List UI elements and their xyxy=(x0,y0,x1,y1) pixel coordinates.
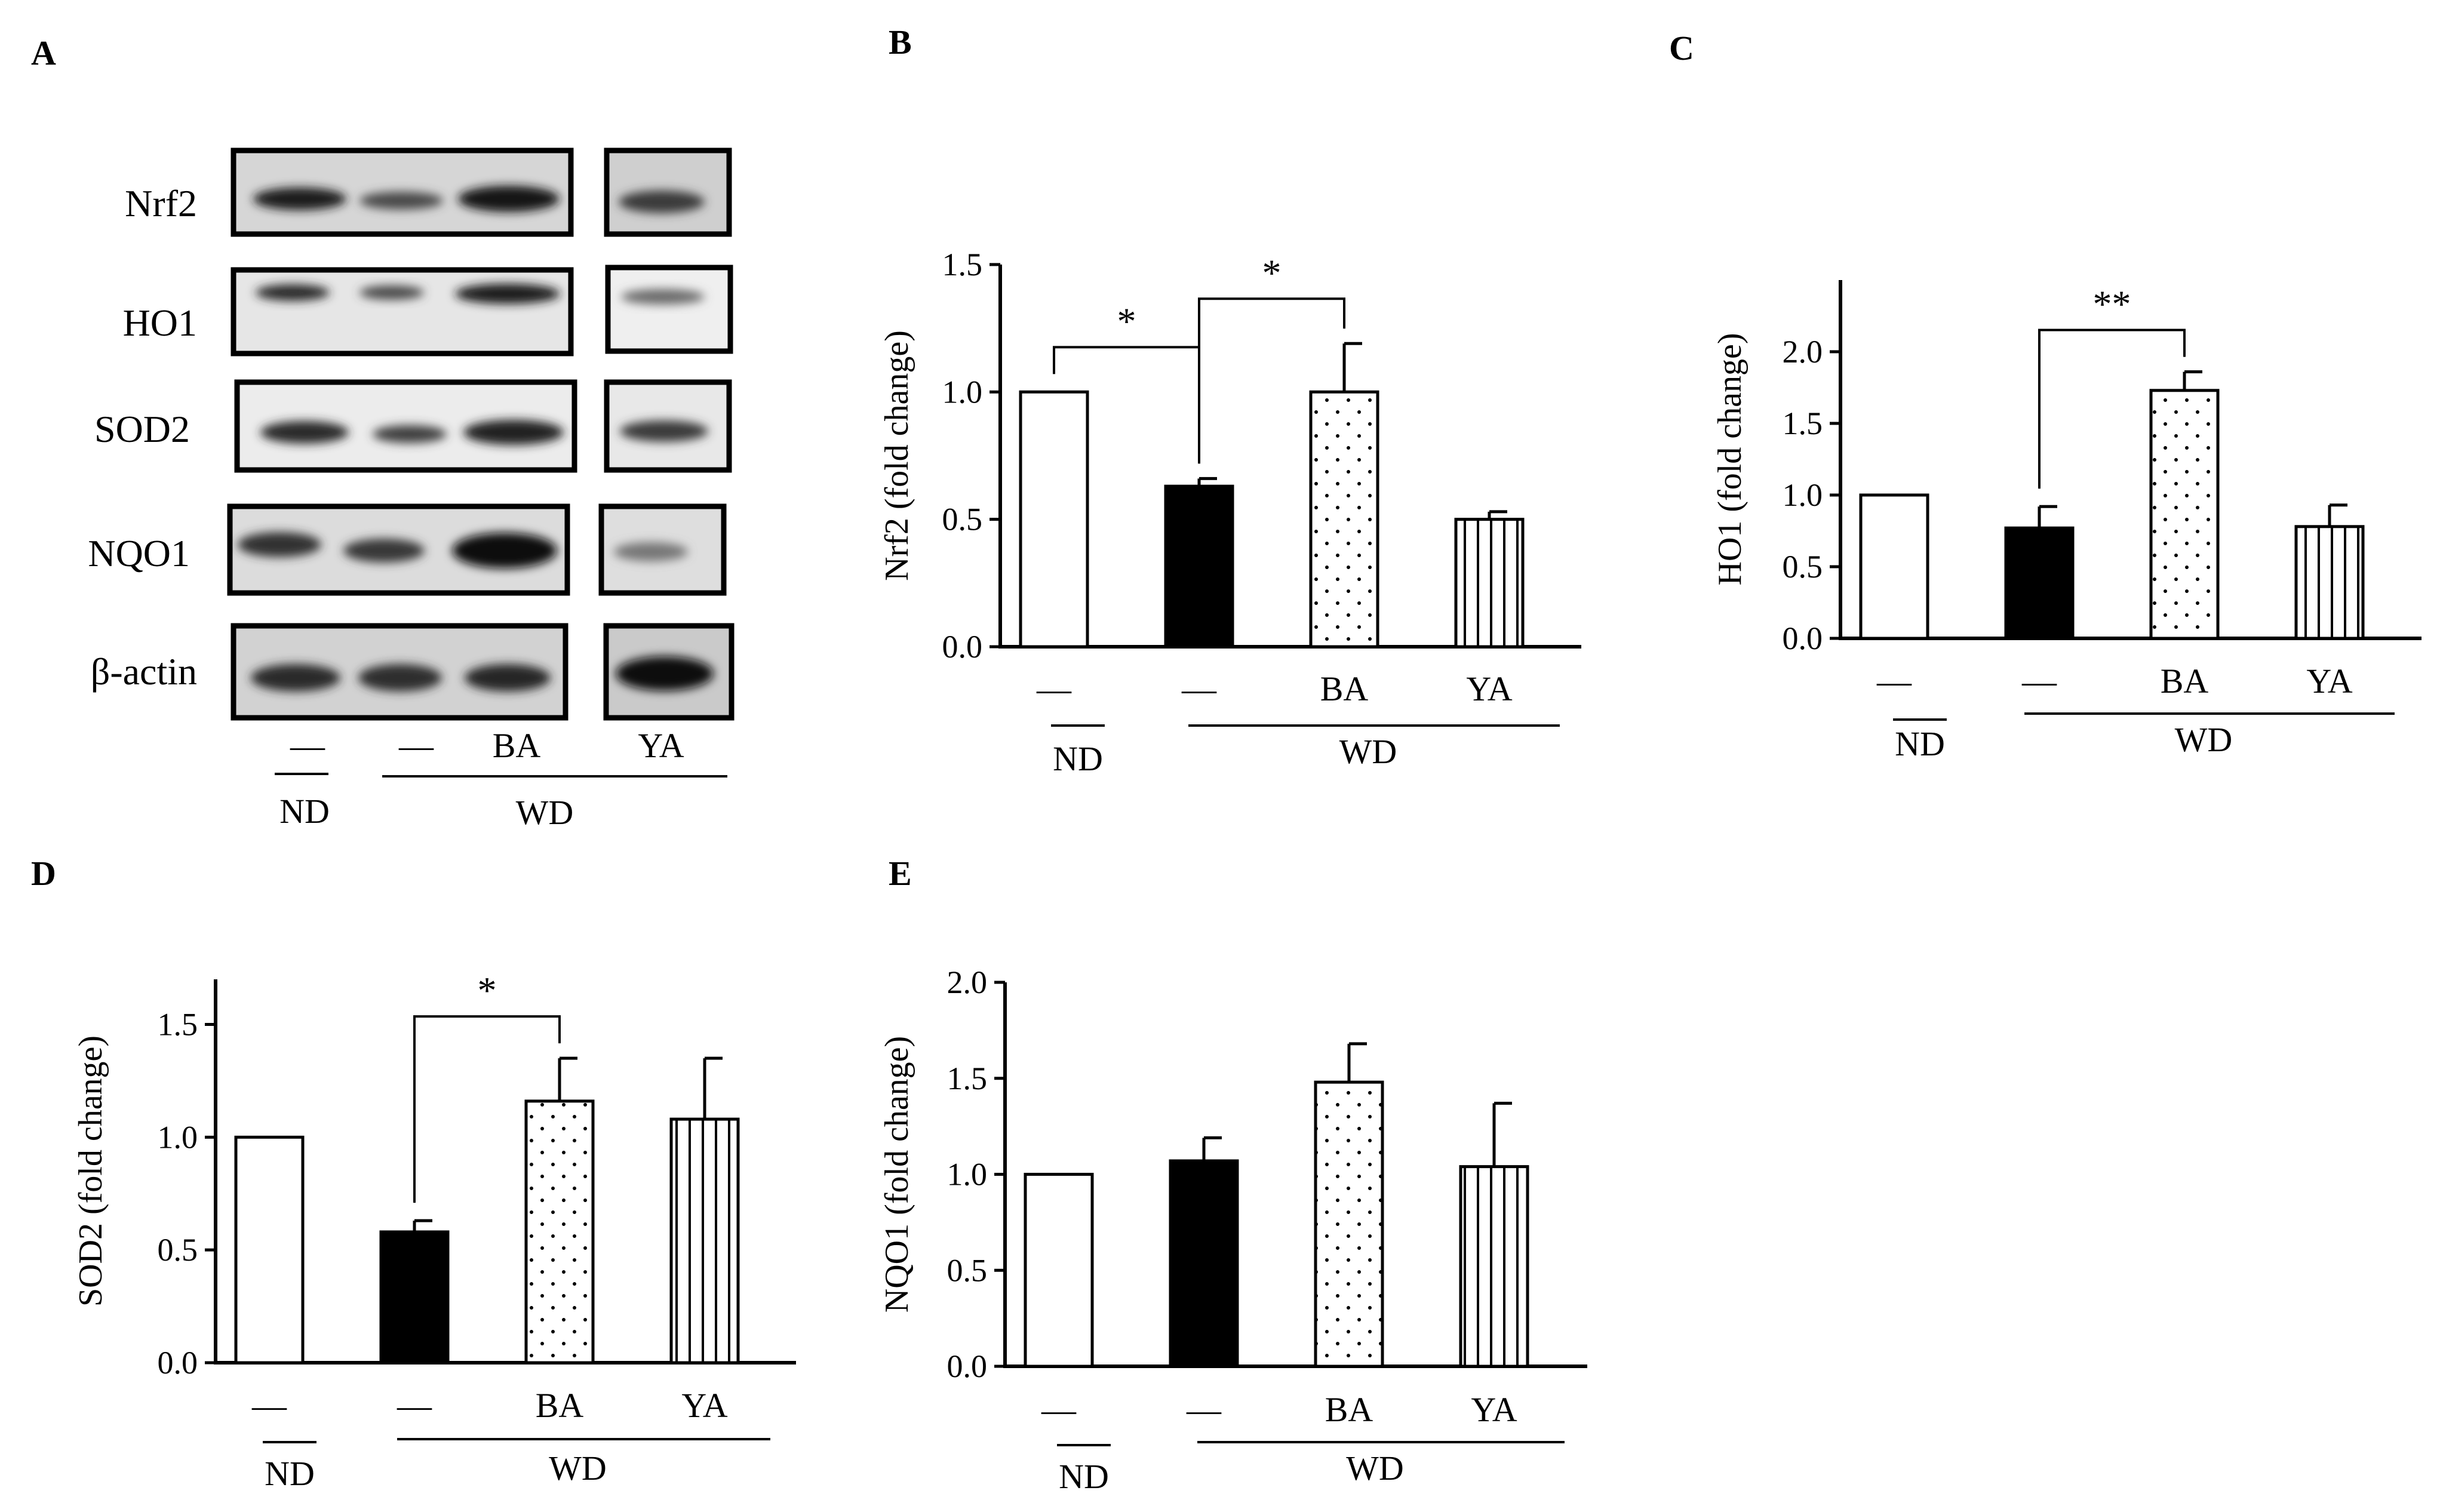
group-label-nd: ND xyxy=(279,792,330,831)
y-tick-label-e: 0.0 xyxy=(947,1348,988,1384)
bar-e xyxy=(1169,1159,1239,1368)
category-label-c: — xyxy=(1876,662,1912,700)
lane-label-ba: BA xyxy=(493,726,541,765)
y-tick-label-b: 1.0 xyxy=(942,374,983,410)
y-axis-label-b: Nrf2 (fold change) xyxy=(878,330,915,581)
panel-label-a: A xyxy=(31,33,56,72)
y-tick-label-e: 2.0 xyxy=(947,964,988,1000)
y-tick-label-b: 0.0 xyxy=(942,629,983,665)
protein-label-nrf2: Nrf2 xyxy=(125,182,197,225)
significance-bracket-d xyxy=(413,1015,561,1203)
group-label-wd-b: WD xyxy=(1339,732,1397,771)
group-label-nd-d: ND xyxy=(265,1454,315,1493)
y-axis-label-c: HO1 (fold change) xyxy=(1711,333,1748,586)
y-tick-label-e: 0.5 xyxy=(947,1252,988,1288)
lane-label-nd: — xyxy=(290,726,325,765)
bar-b xyxy=(1309,390,1379,649)
protein-label-sod2: SOD2 xyxy=(94,408,190,450)
bar-e xyxy=(1459,1165,1529,1368)
group-label-wd-d: WD xyxy=(549,1449,607,1488)
y-tick-label-d: 1.0 xyxy=(158,1119,198,1155)
protein-label-beta-actin: β-actin xyxy=(91,650,197,693)
significance-label-b: * xyxy=(1262,251,1282,294)
y-tick-label-c: 1.0 xyxy=(1783,477,1823,513)
chart-b: B 0.0 0.5 1.0 1.5 Nrf2 (fold change) — — BA YA * * N… xyxy=(878,23,1581,778)
blot-sod2 xyxy=(234,379,732,473)
category-label-d: BA xyxy=(536,1386,584,1425)
y-tick-label-d: 0.0 xyxy=(158,1345,198,1381)
blot-ho1 xyxy=(231,265,733,357)
chart-c: C 0.0 0.5 1.0 1.5 2.0 HO1 (fold change) — — BA YA *… xyxy=(1669,29,2422,763)
category-label-b: BA xyxy=(1320,669,1369,708)
bar-c xyxy=(2294,525,2365,640)
panel-a: A Nrf2 HO1 SOD2 NQO1 β-actin xyxy=(31,33,735,832)
significance-label-d: * xyxy=(478,969,497,1012)
group-label-nd-c: ND xyxy=(1895,724,1945,763)
group-label-wd: WD xyxy=(516,793,574,832)
significance-bracket-c xyxy=(2038,328,2186,489)
bar-e xyxy=(1024,1173,1094,1368)
y-tick-label-b: 1.5 xyxy=(942,247,983,282)
y-axis-label-e: NQO1 (fold change) xyxy=(878,1036,915,1313)
category-label-e: — xyxy=(1186,1390,1222,1429)
bar-b xyxy=(1019,390,1089,649)
category-label-b: — xyxy=(1036,669,1072,708)
y-tick-label-e: 1.0 xyxy=(947,1157,988,1193)
category-label-c: — xyxy=(2021,662,2057,700)
y-tick-label-c: 2.0 xyxy=(1783,334,1823,370)
significance-label-c: ** xyxy=(2093,283,2131,325)
bar-d xyxy=(669,1117,740,1365)
protein-label-nqo1: NQO1 xyxy=(88,532,190,574)
y-tick-label-d: 1.5 xyxy=(158,1007,198,1043)
y-tick-label-e: 1.5 xyxy=(947,1061,988,1096)
bar-c xyxy=(2004,526,2075,640)
y-tick-label-c: 0.0 xyxy=(1783,620,1823,656)
chart-d: D 0.0 0.5 1.0 1.5 SOD2 (fold change) — — BA YA * ND… xyxy=(31,854,796,1493)
bar-d xyxy=(379,1230,450,1365)
y-tick-label-b: 0.5 xyxy=(942,502,983,537)
blot-beta-actin xyxy=(231,623,735,721)
panel-label-c: C xyxy=(1669,29,1694,67)
significance-bracket-b xyxy=(1198,297,1345,461)
category-label-d: — xyxy=(251,1386,287,1425)
group-label-wd-e: WD xyxy=(1346,1449,1404,1488)
bar-d xyxy=(234,1135,305,1365)
group-label-nd-e: ND xyxy=(1059,1457,1109,1496)
bar-b xyxy=(1164,484,1234,649)
category-label-d: — xyxy=(397,1386,432,1425)
panel-label-e: E xyxy=(889,854,912,893)
group-label-wd-c: WD xyxy=(2175,720,2233,759)
bar-c xyxy=(1859,493,1929,640)
category-label-e: — xyxy=(1041,1390,1077,1429)
bar-c xyxy=(2149,389,2220,640)
bar-e xyxy=(1314,1080,1384,1368)
bar-d xyxy=(524,1099,595,1365)
panel-label-d: D xyxy=(31,854,56,893)
y-tick-label-d: 0.5 xyxy=(158,1232,198,1268)
category-label-c: BA xyxy=(2161,662,2209,700)
y-axis-label-d: SOD2 (fold change) xyxy=(72,1035,109,1307)
category-label-d: YA xyxy=(681,1386,727,1425)
protein-label-ho1: HO1 xyxy=(123,302,197,344)
panel-label-b: B xyxy=(889,23,912,62)
y-tick-label-c: 0.5 xyxy=(1783,549,1823,585)
chart-e: E 0.0 0.5 1.0 1.5 2.0 NQO1 (fold change) — — BA YA… xyxy=(878,854,1587,1496)
significance-label-b: * xyxy=(1117,300,1136,342)
category-label-c: YA xyxy=(2306,662,2352,700)
blot-nrf2 xyxy=(231,147,732,237)
category-label-e: YA xyxy=(1471,1390,1517,1429)
y-tick-label-c: 1.5 xyxy=(1783,405,1823,441)
lane-label-ya: YA xyxy=(638,726,684,765)
lane-label-wd: — xyxy=(398,726,434,765)
category-label-b: — xyxy=(1181,669,1217,708)
category-label-e: BA xyxy=(1325,1390,1373,1429)
category-label-b: YA xyxy=(1466,669,1512,708)
group-label-nd-b: ND xyxy=(1053,739,1103,778)
blot-nqo1 xyxy=(227,503,727,596)
bar-b xyxy=(1454,518,1525,649)
